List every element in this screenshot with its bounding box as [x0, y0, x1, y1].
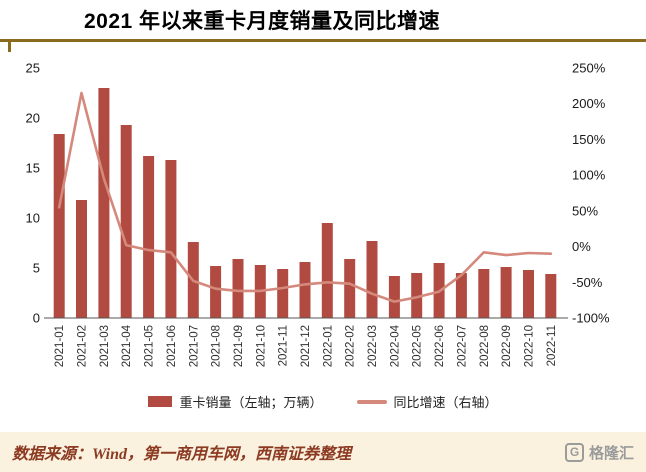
source-bar: 数据来源：Wind，第一商用车网，西南证券整理 G 格隆汇: [0, 432, 646, 472]
x-axis-category-label: 2021-12: [300, 325, 312, 367]
svg-text:2021-08: 2021-08: [211, 325, 223, 367]
x-axis-category-label: 2021-09: [233, 325, 245, 367]
x-axis-category-label: 2022-10: [524, 325, 536, 367]
svg-text:2021-09: 2021-09: [233, 325, 245, 367]
gelonghui-logo-label: 格隆汇: [588, 444, 634, 462]
svg-text:2022-01: 2022-01: [322, 325, 334, 367]
svg-text:2022-05: 2022-05: [412, 325, 424, 367]
right-axis-tick-label: 100%: [572, 168, 606, 183]
svg-text:2021-02: 2021-02: [77, 325, 89, 367]
right-axis-tick-label: -100%: [572, 311, 610, 326]
svg-text:2021-01: 2021-01: [54, 325, 66, 367]
x-axis-category-label: 2021-05: [144, 325, 156, 367]
combo-chart: 0 5 10 15 20 25 -100% -50% 0% 50% 100% 150% 200% 250%…: [26, 61, 610, 368]
bar: [411, 273, 423, 319]
svg-text:2021-11: 2021-11: [278, 325, 290, 366]
bar-series-label: 重卡销量（左轴；万辆）: [179, 395, 323, 411]
svg-text:2021-05: 2021-05: [144, 325, 156, 367]
legend-item-yoy: 同比增速（右轴）: [356, 392, 498, 411]
left-axis-tick-label: 25: [26, 61, 40, 76]
bar: [523, 270, 534, 319]
right-axis-tick-label: -50%: [572, 275, 603, 290]
title-divider-notch: [8, 42, 11, 53]
line-series-swatch: [356, 399, 387, 404]
left-axis-tick-label: 5: [33, 261, 40, 276]
x-axis-category-label: 2022-05: [412, 325, 424, 367]
right-axis-tick-label: 150%: [572, 132, 606, 147]
x-axis-category-label: 2022-11: [546, 325, 558, 366]
svg-text:2022-03: 2022-03: [367, 325, 379, 367]
gelonghui-logo: G 格隆汇: [564, 442, 634, 463]
chart-legend: 重卡销量（左轴；万辆） 同比增速（右轴）: [0, 392, 646, 411]
svg-text:2022-11: 2022-11: [546, 325, 558, 366]
svg-text:2022-09: 2022-09: [501, 325, 513, 367]
right-axis-tick-label: 200%: [572, 96, 606, 111]
svg-text:2022-04: 2022-04: [389, 325, 401, 368]
title-divider: [0, 39, 646, 53]
bar: [299, 262, 311, 319]
svg-text:2022-02: 2022-02: [345, 325, 357, 367]
x-axis-category-label: 2021-01: [54, 325, 66, 367]
x-axis-category-label: 2022-01: [322, 325, 334, 367]
x-axis-category-label: 2022-04: [389, 325, 401, 368]
chart-title: 2021 年以来重卡月度销量及同比增速: [84, 10, 441, 33]
line-series-label: 同比增速（右轴）: [393, 395, 498, 411]
bar-series-swatch: [148, 396, 173, 408]
bar: [321, 223, 333, 319]
bar: [388, 276, 400, 319]
yoy-growth-line: [57, 91, 553, 303]
svg-text:2022-07: 2022-07: [456, 325, 468, 367]
bar: [366, 241, 378, 319]
left-axis-tick-label: 20: [26, 111, 40, 126]
bar: [500, 267, 512, 319]
svg-text:2022-06: 2022-06: [434, 325, 446, 367]
bar: [455, 273, 467, 319]
bar: [76, 200, 87, 319]
left-axis-tick-label: 15: [26, 161, 40, 176]
x-axis-category-label: 2021-08: [211, 325, 223, 367]
bar: [53, 134, 65, 319]
svg-text:2021-10: 2021-10: [255, 325, 267, 367]
x-axis-category-label: 2021-03: [99, 325, 111, 367]
x-axis-category-label: 2021-10: [255, 325, 267, 367]
right-axis-tick-label: 0%: [572, 239, 591, 254]
x-axis-category-label: 2021-07: [188, 325, 200, 367]
data-source-text: 数据来源：Wind，第一商用车网，西南证券整理: [12, 446, 351, 463]
legend-item-sales: 重卡销量（左轴；万辆）: [148, 392, 323, 411]
x-axis-category-label: 2022-07: [456, 325, 468, 367]
bar: [210, 266, 222, 319]
svg-text:2022-10: 2022-10: [524, 325, 536, 367]
bar: [344, 259, 356, 319]
svg-text:2021-04: 2021-04: [121, 325, 133, 368]
x-axis-category-label: 2021-04: [121, 325, 133, 368]
bar: [165, 160, 177, 319]
x-axis-category-label: 2022-09: [501, 325, 513, 367]
x-axis-category-label: 2021-11: [278, 325, 290, 366]
right-axis-tick-label: 250%: [572, 61, 606, 76]
x-axis-category-label: 2022-03: [367, 325, 379, 367]
svg-text:2022-08: 2022-08: [479, 325, 491, 367]
bar: [232, 259, 244, 319]
bar: [143, 156, 155, 319]
left-axis-tick-label: 10: [26, 211, 40, 226]
bar: [545, 274, 557, 319]
bar: [120, 125, 132, 319]
x-axis-category-label: 2021-06: [166, 325, 178, 367]
svg-text:2021-03: 2021-03: [99, 325, 111, 367]
svg-text:2021-12: 2021-12: [300, 325, 312, 367]
left-axis-tick-label: 0: [33, 311, 40, 326]
svg-text:2021-07: 2021-07: [188, 325, 200, 367]
x-axis-category-label: 2022-02: [345, 325, 357, 367]
x-axis-category-label: 2022-08: [479, 325, 491, 367]
right-axis-tick-label: 50%: [572, 203, 598, 218]
bar: [277, 269, 289, 319]
bar: [98, 88, 110, 319]
svg-text:2021-06: 2021-06: [166, 325, 178, 367]
x-axis-category-label: 2021-02: [77, 325, 89, 367]
x-axis-category-label: 2022-06: [434, 325, 446, 367]
bar: [478, 269, 490, 319]
gelonghui-logo-icon: G: [564, 442, 584, 462]
